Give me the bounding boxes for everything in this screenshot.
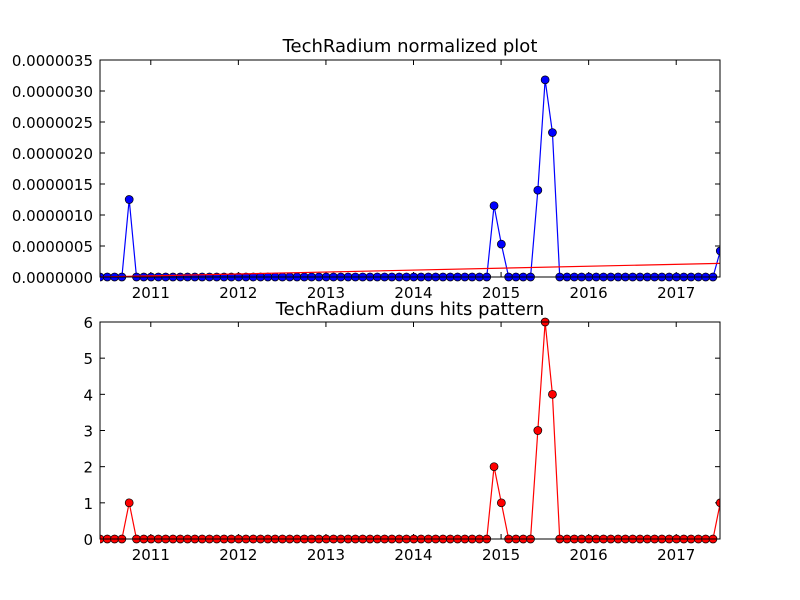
duns-hits-ytick-label: 5 (83, 350, 93, 368)
normalized-normalized-hits-point (489, 201, 499, 211)
duns-hits-ytick-label: 6 (83, 314, 93, 332)
normalized-ytick-label: 0.0000020 (12, 145, 93, 163)
duns-hits-ytick-label: 3 (83, 423, 93, 441)
duns-hits-ytick-label: 4 (83, 386, 93, 404)
normalized-ytick-label: 0.0000005 (12, 238, 93, 256)
duns-hits-duns-hits-point (497, 498, 506, 508)
normalized-xtick-label: 2011 (132, 284, 170, 302)
normalized-ytick-label: 0.0000030 (12, 83, 93, 101)
duns-hits-ytick-label: 2 (83, 459, 93, 477)
duns-hits-xtick-label: 2013 (307, 546, 345, 564)
duns-hits-plot-title: TechRadium duns hits pattern (275, 299, 545, 320)
normalized-xtick-label: 2012 (219, 284, 257, 302)
duns-hits-xtick-label: 2012 (219, 546, 257, 564)
duns-hits-duns-hits-point (715, 498, 720, 508)
normalized-ytick-label: 0.0000000 (12, 269, 93, 287)
normalized-xtick-label: 2015 (482, 284, 520, 302)
duns-hits-xtick-label: 2015 (482, 546, 520, 564)
normalized-trend-line (100, 262, 720, 278)
duns-hits-xtick-label: 2017 (657, 546, 695, 564)
normalized-xtick-label: 2016 (570, 284, 608, 302)
normalized-plot-ticks: 2011 2012 2013 2014 2015 2016 2017 0.0000000 0.0… (12, 52, 720, 302)
duns-hits-ytick-label: 1 (83, 495, 93, 513)
duns-hits-plot: TechRadium duns hits pattern 2011 2012 201… (83, 299, 721, 564)
duns-hits-ytick-label: 0 (83, 531, 93, 549)
duns-hits-plot-frame (99, 321, 721, 540)
normalized-normalized-hits-point (497, 239, 506, 249)
normalized-normalized-hits-point (548, 128, 557, 137)
normalized-ytick-label: 0.0000010 (12, 207, 93, 225)
normalized-xtick-label: 2014 (394, 284, 432, 302)
duns-hits-xtick-label: 2016 (570, 546, 608, 564)
normalized-ytick-label: 0.0000025 (12, 114, 93, 132)
normalized-ytick-label: 0.0000035 (12, 52, 93, 70)
duns-hits-plot-area (100, 322, 720, 539)
normalized-plot-area (100, 60, 720, 277)
duns-hits-xtick-label: 2014 (394, 546, 432, 564)
normalized-normalized-hits-point (540, 75, 550, 85)
duns-hits-duns-hits-point (489, 462, 499, 472)
duns-hits-xtick-label: 2011 (132, 546, 170, 564)
normalized-xtick-label: 2013 (307, 284, 345, 302)
normalized-xtick-label: 2017 (657, 284, 695, 302)
normalized-plot: TechRadium normalized plot 2011 2012 2013 2… (12, 36, 721, 302)
duns-hits-plot-ticks: 2011 2012 2013 2014 2015 2016 2017 0 1 2 3 4 5 6 (83, 314, 720, 564)
normalized-plot-title: TechRadium normalized plot (282, 36, 538, 57)
duns-hits-duns-hits-point (548, 389, 557, 399)
normalized-normalized-hits-point (124, 195, 134, 204)
duns-hits-duns-hits-point (533, 426, 543, 435)
normalized-ytick-label: 0.0000015 (12, 176, 93, 194)
duns-hits-duns-hits-point (124, 498, 134, 508)
normalized-normalized-hits-point (715, 246, 720, 256)
normalized-plot-frame (99, 59, 721, 278)
normalized-normalized-hits-point (533, 185, 543, 195)
